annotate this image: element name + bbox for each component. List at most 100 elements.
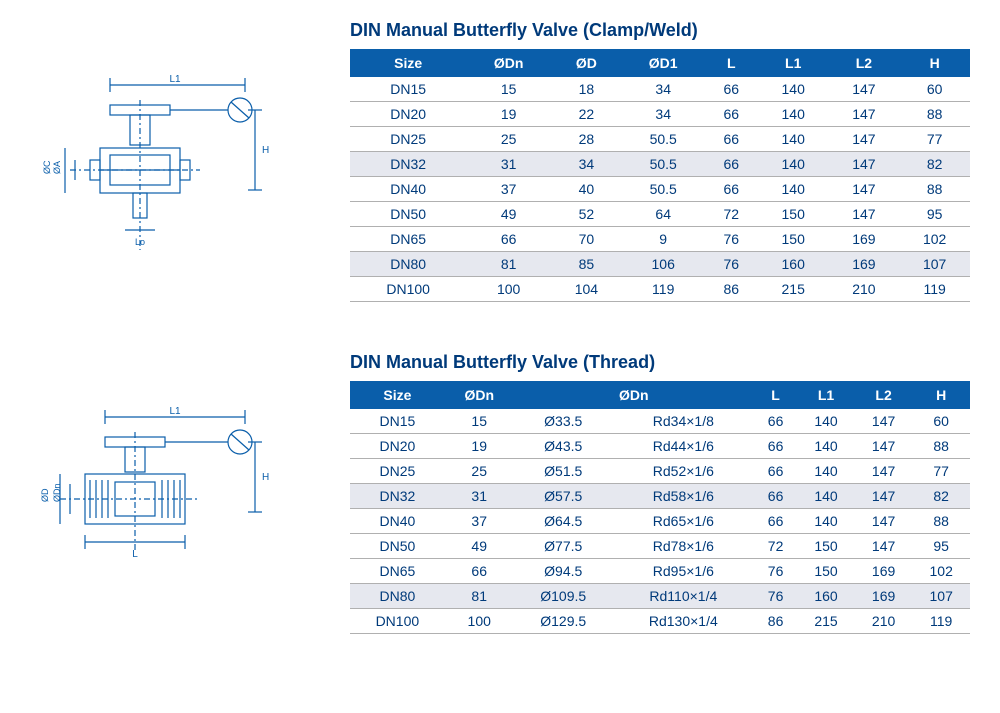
table-cell: 31 (445, 484, 514, 509)
table-cell: 147 (829, 152, 900, 177)
table-cell: 50.5 (622, 177, 705, 202)
table-cell: 18 (551, 77, 622, 102)
table-cell: 34 (622, 77, 705, 102)
table-cell: 49 (466, 202, 551, 227)
table-cell: Ø33.5 (514, 409, 613, 434)
table-cell: 66 (466, 227, 551, 252)
table-cell: 140 (758, 152, 829, 177)
table-cell: 119 (912, 609, 970, 634)
table-cell: 147 (829, 177, 900, 202)
table-cell: 25 (445, 459, 514, 484)
col-header: L2 (829, 49, 900, 77)
valve-diagram-1: L1 H (30, 70, 280, 270)
table-cell: 25 (466, 127, 551, 152)
table-cell: 50.5 (622, 152, 705, 177)
label-OA: ØA (52, 161, 62, 174)
table-cell: 150 (758, 227, 829, 252)
table-cell: Ø64.5 (514, 509, 613, 534)
table-cell: 140 (758, 102, 829, 127)
table-cell: 147 (855, 509, 913, 534)
table-cell: Ø109.5 (514, 584, 613, 609)
table-cell: 147 (829, 202, 900, 227)
table-cell: DN65 (350, 559, 445, 584)
table-row: DN100100Ø129.5Rd130×1/486215210119 (350, 609, 970, 634)
table-cell: 66 (705, 77, 758, 102)
label-OD: ØD (40, 488, 50, 502)
table-cell: 81 (466, 252, 551, 277)
table-row: DN1515Ø33.5Rd34×1/86614014760 (350, 409, 970, 434)
table-cell: 76 (754, 584, 797, 609)
table-row: DN2019Ø43.5Rd44×1/66614014788 (350, 434, 970, 459)
label-Lo: Lo (135, 237, 145, 247)
table-cell: DN50 (350, 202, 466, 227)
col-header: ØD1 (622, 49, 705, 77)
table-cell: 82 (912, 484, 970, 509)
table-cell: 72 (705, 202, 758, 227)
table-row: DN504952647215014795 (350, 202, 970, 227)
table-cell: DN50 (350, 534, 445, 559)
table-cell: 107 (899, 252, 970, 277)
table-cell: 210 (855, 609, 913, 634)
table-cell: 140 (758, 127, 829, 152)
table-cell: DN80 (350, 252, 466, 277)
table-cell: Rd78×1/6 (613, 534, 754, 559)
table-cell: 140 (797, 484, 855, 509)
table-cell: Ø129.5 (514, 609, 613, 634)
table-cell: DN40 (350, 177, 466, 202)
col-header: L (754, 381, 797, 409)
table-cell: Rd52×1/6 (613, 459, 754, 484)
col-header: H (912, 381, 970, 409)
table-cell: 88 (912, 434, 970, 459)
table-cell: 215 (758, 277, 829, 302)
table-cell: 85 (551, 252, 622, 277)
col-header: ØDn (445, 381, 514, 409)
table-cell: DN32 (350, 152, 466, 177)
col-header: L2 (855, 381, 913, 409)
table-cell: 104 (551, 277, 622, 302)
table-cell: 88 (912, 509, 970, 534)
table-cell: 66 (705, 102, 758, 127)
table-cell: 102 (899, 227, 970, 252)
table-cell: 77 (899, 127, 970, 152)
table-cell: 140 (797, 459, 855, 484)
table-cell: 76 (705, 227, 758, 252)
table-cell: 15 (466, 77, 551, 102)
table-cell: 215 (797, 609, 855, 634)
table-cell: 49 (445, 534, 514, 559)
table-cell: 95 (912, 534, 970, 559)
table-cell: Rd95×1/6 (613, 559, 754, 584)
valve-diagram-2: L1 H (30, 402, 280, 602)
table-cell: 66 (754, 434, 797, 459)
table-clamp-weld-container: DIN Manual Butterfly Valve (Clamp/Weld) … (350, 20, 970, 302)
table-cell: 34 (622, 102, 705, 127)
table-cell: 169 (829, 252, 900, 277)
table-cell: DN20 (350, 434, 445, 459)
table-cell: 9 (622, 227, 705, 252)
table-cell: 37 (445, 509, 514, 534)
table-cell: Ø51.5 (514, 459, 613, 484)
col-header: L1 (797, 381, 855, 409)
table-cell: DN40 (350, 509, 445, 534)
table-cell: 15 (445, 409, 514, 434)
table-cell: 81 (445, 584, 514, 609)
table-cell: DN32 (350, 484, 445, 509)
table-row: DN40374050.56614014788 (350, 177, 970, 202)
table-cell: 102 (912, 559, 970, 584)
table-cell: 52 (551, 202, 622, 227)
table-cell: 76 (705, 252, 758, 277)
table-cell: 160 (758, 252, 829, 277)
label-ODn: ØDn (52, 483, 62, 502)
table-row: DN10010010411986215210119 (350, 277, 970, 302)
table-row: DN2525Ø51.5Rd52×1/66614014777 (350, 459, 970, 484)
table-cell: 60 (912, 409, 970, 434)
table-row: DN25252850.56614014777 (350, 127, 970, 152)
table-cell: 147 (829, 102, 900, 127)
table-cell: 140 (758, 177, 829, 202)
table-thread-container: DIN Manual Butterfly Valve (Thread) Size… (350, 352, 970, 634)
table-cell: 119 (622, 277, 705, 302)
table-cell: 28 (551, 127, 622, 152)
table-row: DN5049Ø77.5Rd78×1/67215014795 (350, 534, 970, 559)
table-cell: DN15 (350, 77, 466, 102)
table-cell: Rd110×1/4 (613, 584, 754, 609)
table-cell: 147 (855, 459, 913, 484)
